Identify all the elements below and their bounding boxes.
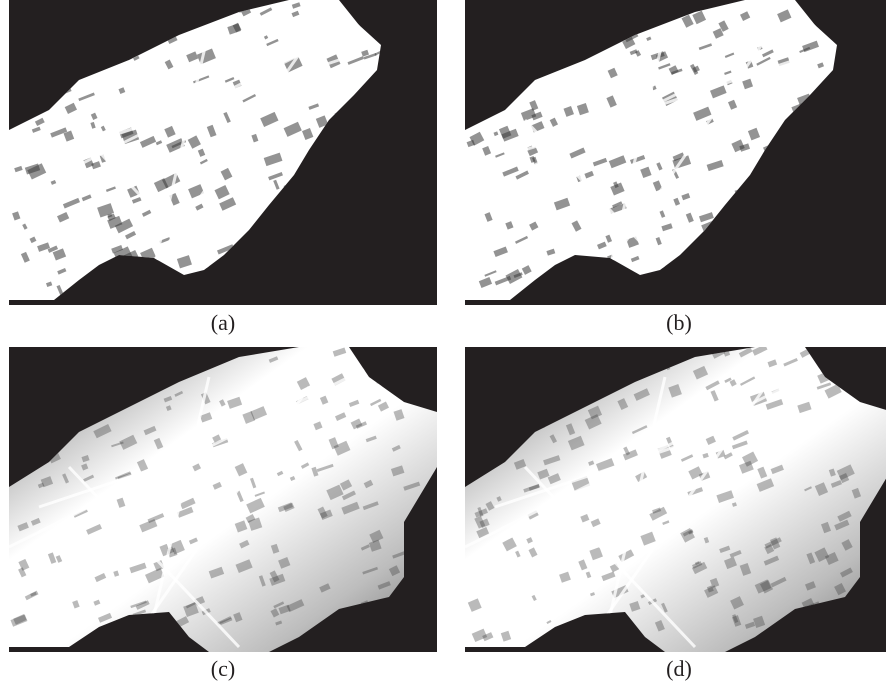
p-c-map	[9, 347, 437, 652]
p-a-map	[9, 0, 381, 300]
panel-b-caption: (b)	[666, 310, 692, 335]
p-b-map	[465, 0, 837, 300]
map-area	[9, 347, 437, 652]
map-area	[465, 0, 837, 300]
p-d-map	[465, 347, 886, 652]
map-area	[465, 347, 886, 652]
panel-d-image	[465, 347, 886, 652]
building-blocks	[465, 347, 862, 649]
panel-c-image	[9, 347, 437, 652]
panel-d-caption: (d)	[666, 656, 692, 681]
panel-c-caption: (c)	[210, 656, 236, 681]
panel-b-image	[465, 0, 886, 305]
panel-a-caption: (a)	[210, 310, 236, 335]
map-area	[9, 0, 381, 300]
panel-a-image	[9, 0, 437, 305]
